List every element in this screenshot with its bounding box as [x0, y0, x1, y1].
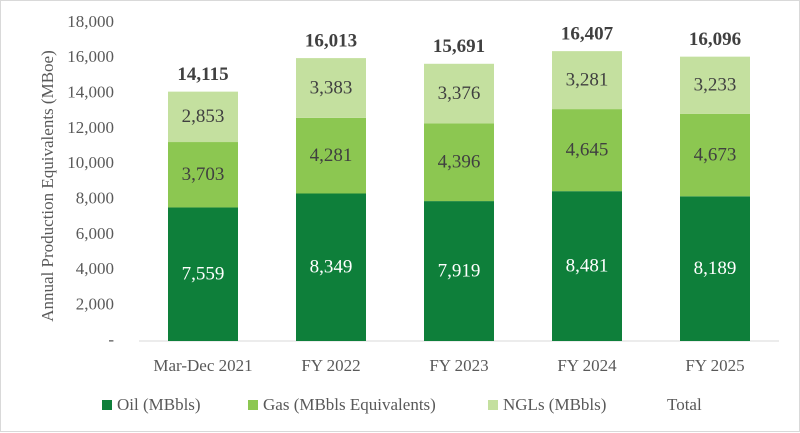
x-tick-label: FY 2023	[429, 356, 488, 375]
bar-segment	[552, 191, 622, 341]
y-tick-label: 4,000	[76, 259, 114, 278]
segment-value-label: 3,703	[182, 164, 225, 185]
y-tick-label: -	[108, 330, 114, 349]
bar-segment	[168, 207, 238, 341]
total-value-label: 16,013	[305, 30, 357, 51]
legend-item: Total	[667, 395, 702, 414]
y-axis: - 2,000 4,000 6,000 8,000 10,000 12,000 14,000 1…	[67, 12, 114, 349]
y-tick-label: 18,000	[67, 12, 114, 31]
bar-segment	[168, 91, 238, 143]
segment-value-label: 4,645	[566, 139, 609, 160]
y-tick-label: 16,000	[67, 47, 114, 66]
bar-segment	[168, 142, 238, 208]
segment-value-label: 2,853	[182, 106, 225, 127]
segment-labels: 7,559 3,703 2,853 8,349 4,281 3,383 7,919 4,396…	[182, 69, 737, 284]
x-tick-label: FY 2025	[685, 356, 744, 375]
total-value-label: 16,096	[689, 29, 741, 50]
y-tick-label: 12,000	[67, 118, 114, 137]
bar-segment	[296, 117, 366, 194]
segment-value-label: 3,376	[438, 83, 481, 104]
bar-segment	[424, 123, 494, 202]
legend-label: Gas (MBbls Equivalents)	[263, 395, 436, 414]
bar-segment	[680, 56, 750, 114]
segment-value-label: 3,383	[310, 77, 353, 98]
y-tick-label: 6,000	[76, 224, 114, 243]
bar-segment	[296, 193, 366, 341]
total-value-label: 14,115	[177, 64, 228, 85]
y-tick-label: 10,000	[67, 153, 114, 172]
segment-value-label: 7,919	[438, 260, 481, 281]
legend-swatch	[248, 400, 258, 410]
segment-value-label: 4,673	[694, 144, 737, 165]
legend-item: Oil (MBbls)	[102, 395, 201, 414]
bar-segment	[680, 196, 750, 341]
segment-value-label: 8,349	[310, 257, 353, 278]
total-value-label: 15,691	[433, 36, 485, 57]
segment-value-label: 8,189	[694, 258, 737, 279]
legend-item: Gas (MBbls Equivalents)	[248, 395, 436, 414]
bar-segment	[424, 63, 494, 124]
total-value-label: 16,407	[561, 24, 614, 45]
legend: Oil (MBbls) Gas (MBbls Equivalents) NGLs (…	[102, 395, 702, 414]
segment-value-label: 4,281	[310, 145, 353, 166]
y-tick-label: 8,000	[76, 189, 114, 208]
segment-value-label: 3,281	[566, 69, 609, 90]
segment-value-label: 7,559	[182, 264, 225, 285]
bar-segment	[680, 113, 750, 197]
x-tick-label: FY 2022	[301, 356, 360, 375]
x-tick-label: Mar-Dec 2021	[153, 356, 252, 375]
legend-label: Total	[667, 395, 702, 414]
bars	[168, 51, 750, 341]
bar-segment	[552, 51, 622, 110]
segment-value-label: 3,233	[694, 75, 737, 96]
segment-value-label: 8,481	[566, 255, 609, 276]
bar-segment	[424, 201, 494, 341]
bar-segment	[552, 109, 622, 192]
x-tick-label: FY 2024	[557, 356, 617, 375]
y-axis-label: Annual Production Equivalents (MBoe)	[38, 50, 57, 322]
legend-label: Oil (MBbls)	[117, 395, 201, 414]
x-axis: Mar-Dec 2021 FY 2022 FY 2023 FY 2024 FY 2025	[139, 340, 779, 375]
total-labels: 14,115 16,013 15,691 16,407 16,096	[177, 24, 741, 85]
legend-label: NGLs (MBbls)	[503, 395, 606, 414]
legend-swatch	[488, 400, 498, 410]
y-tick-label: 14,000	[67, 83, 114, 102]
segment-value-label: 4,396	[438, 152, 481, 173]
legend-item: NGLs (MBbls)	[488, 395, 606, 414]
y-tick-label: 2,000	[76, 295, 114, 314]
bar-segment	[296, 58, 366, 118]
legend-swatch	[102, 400, 112, 410]
